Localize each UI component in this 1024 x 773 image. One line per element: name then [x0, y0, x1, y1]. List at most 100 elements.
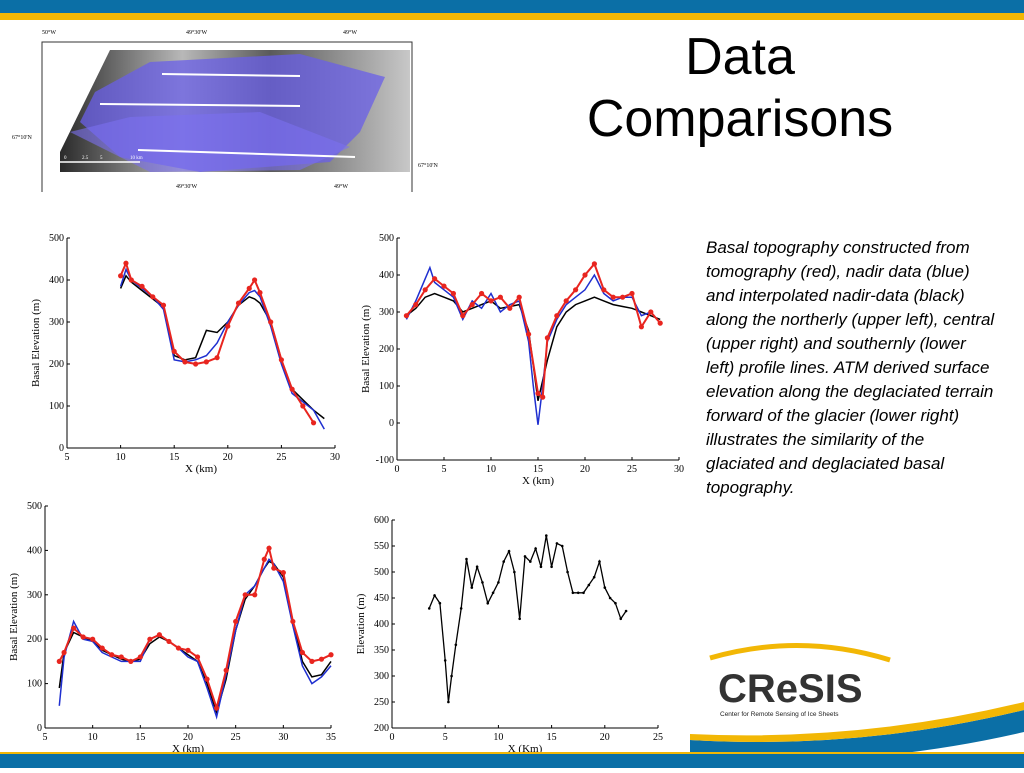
data-point-tomography: [118, 273, 124, 279]
data-point-tomography: [137, 654, 143, 660]
x-tick-label: 10: [486, 464, 496, 475]
data-point-elevation: [513, 570, 516, 574]
data-point-elevation: [576, 591, 580, 595]
x-tick-label: 5: [65, 452, 70, 463]
data-point-tomography: [278, 357, 284, 363]
data-point-tomography: [601, 287, 607, 293]
data-point-tomography: [193, 361, 199, 367]
data-point-elevation: [539, 565, 543, 569]
x-tick-label: 25: [653, 732, 663, 743]
data-point-tomography: [516, 294, 522, 300]
data-point-tomography: [223, 667, 229, 673]
data-point-elevation: [624, 609, 628, 613]
data-point-tomography: [147, 636, 153, 642]
map-label-top-mid: 49°30'W: [186, 29, 207, 36]
data-point-tomography: [328, 652, 334, 658]
data-point-tomography: [61, 649, 67, 656]
map-label-top-left: 50°W: [42, 29, 56, 36]
map-label-right-lat: 67°10'N: [418, 162, 438, 169]
data-point-elevation: [544, 534, 548, 537]
data-point-tomography: [257, 290, 263, 296]
data-point-tomography: [497, 294, 503, 300]
data-point-elevation: [450, 674, 453, 678]
y-tick-label: 100: [49, 401, 64, 412]
data-point-tomography: [441, 283, 447, 289]
data-point-tomography: [109, 652, 115, 658]
data-point-tomography: [139, 283, 145, 289]
data-point-tomography: [171, 348, 177, 354]
header-stripe: [0, 13, 1024, 20]
title-line-1: Data: [685, 28, 795, 86]
data-point-tomography: [413, 302, 419, 308]
y-tick-label: 500: [379, 233, 394, 244]
header-bar: [0, 0, 1024, 20]
data-point-elevation: [523, 555, 527, 558]
data-point-tomography: [261, 556, 267, 562]
data-point-elevation: [486, 601, 490, 605]
y-tick-label: 400: [27, 545, 42, 556]
data-point-elevation: [619, 617, 623, 621]
data-point-tomography: [309, 658, 315, 664]
y-tick-label: 400: [49, 275, 64, 286]
data-point-tomography: [544, 335, 550, 341]
data-point-elevation: [491, 591, 495, 595]
data-point-tomography: [554, 313, 560, 319]
x-tick-label: 20: [580, 464, 590, 475]
data-point-tomography: [280, 570, 286, 576]
data-point-elevation: [534, 547, 537, 550]
data-point-tomography: [620, 294, 626, 300]
data-point-tomography: [479, 290, 485, 297]
data-point-tomography: [573, 287, 579, 293]
y-tick-label: -100: [376, 455, 394, 466]
data-point-elevation: [608, 596, 612, 600]
y-tick-label: 350: [374, 645, 389, 656]
data-point-elevation: [587, 583, 591, 587]
y-tick-label: 600: [374, 515, 389, 526]
data-point-elevation: [502, 560, 506, 563]
data-point-tomography: [422, 287, 428, 293]
y-tick-label: 0: [389, 418, 394, 429]
profile-line-central: [99, 103, 301, 107]
series-line-tomography: [58, 545, 332, 712]
data-point-tomography: [535, 390, 541, 396]
y-tick-label: 100: [379, 381, 394, 392]
data-point-elevation: [598, 560, 601, 563]
y-tick-label: 400: [374, 619, 389, 630]
y-tick-label: 500: [49, 233, 64, 244]
x-tick-label: 15: [169, 452, 179, 463]
y-axis-label: Basal Elevation (m): [10, 573, 20, 661]
data-point-tomography: [175, 645, 182, 651]
x-tick-label: 30: [330, 452, 340, 463]
y-tick-label: 400: [379, 270, 394, 281]
x-tick-label: 10: [493, 732, 503, 743]
series-line-nadir: [119, 267, 325, 430]
x-axis-label: X (km): [522, 475, 554, 487]
data-point-tomography: [540, 394, 546, 400]
y-tick-label: 250: [374, 697, 389, 708]
data-point-tomography: [450, 290, 456, 297]
logo-wordmark: CReSIS: [718, 667, 863, 711]
data-point-tomography: [160, 302, 167, 308]
series-line-interpolated: [58, 560, 332, 716]
data-point-tomography: [90, 636, 96, 642]
data-point-elevation: [571, 591, 575, 595]
x-tick-label: 0: [395, 464, 400, 475]
data-point-elevation: [518, 617, 521, 621]
data-point-tomography: [118, 654, 124, 660]
x-tick-label: 25: [276, 452, 286, 463]
y-axis-label: Elevation (m): [355, 593, 367, 654]
data-point-tomography: [128, 658, 134, 664]
x-tick-label: 10: [116, 452, 126, 463]
x-tick-label: 5: [43, 732, 48, 743]
y-tick-label: 300: [374, 671, 389, 682]
data-point-elevation: [555, 542, 559, 545]
data-point-tomography: [310, 420, 317, 426]
data-point-tomography: [526, 331, 532, 337]
description-text: Basal topography constructed from tomogr…: [706, 238, 995, 497]
data-point-tomography: [610, 294, 616, 300]
data-point-tomography: [242, 592, 248, 598]
data-point-tomography: [403, 313, 409, 319]
